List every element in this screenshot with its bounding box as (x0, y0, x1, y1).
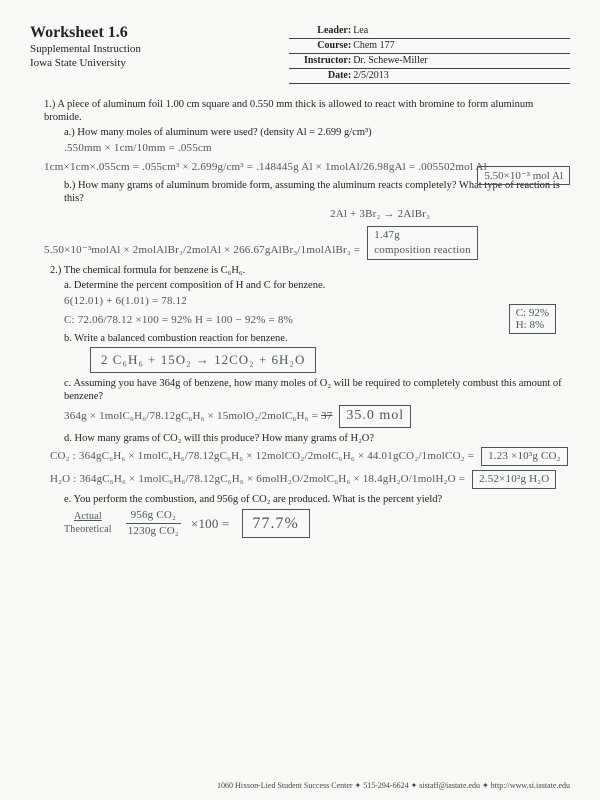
q2d-work1: CO₂ : 364gC₆H₆ × 1molC₆H₆/78.12gC₆H₆ × 1… (50, 447, 570, 466)
q1b-answer-box: 1.47g composition reaction (367, 226, 478, 260)
subtitle-1: Supplemental Instruction (30, 42, 289, 56)
subtitle-2: Iowa State University (30, 56, 289, 70)
q1a-work1: .550mm × 1cm/10mm = .055cm (64, 141, 570, 156)
q2a: a. Determine the percent composition of … (64, 279, 570, 292)
q2e-work: Actual Theoretical 956g CO₂ 1230g CO₂ ×1… (60, 508, 570, 539)
date: 2/5/2013 (353, 69, 570, 83)
q1b-work: 5.50×10⁻³molAl × 2molAlBr₃/2molAl × 266.… (44, 226, 570, 260)
q2d: d. How many grams of CO₂ will this produ… (64, 432, 570, 445)
instructor: Dr. Schewe-Miller (353, 54, 570, 68)
q2e-answer-box: 77.7% (242, 509, 310, 539)
q2d-answer1-box: 1.23 ×10³g CO₂ (481, 447, 568, 466)
footer: 1060 Hixson-Lied Student Success Center … (30, 781, 570, 790)
q2e: e. You perform the combustion, and 956g … (64, 493, 570, 506)
title: Worksheet 1.6 (30, 24, 289, 42)
q2d-work2: H₂O : 364gC₆H₆ × 1molC₆H₆/78.12gC₆H₆ × 6… (50, 470, 570, 489)
q1a: a.) How many moles of aluminum were used… (64, 126, 570, 139)
course-label: Course: (289, 39, 353, 53)
instructor-label: Instructor: (289, 54, 353, 68)
q2a-answer-box: C: 92% H: 8% (509, 304, 556, 334)
q2b-answer-box: 2 C₆H₆ + 15O₂ → 12CO₂ + 6H₂O (90, 347, 316, 373)
q2b: b. Write a balanced combustion reaction … (64, 332, 570, 345)
leader: Lea (353, 24, 570, 38)
q2a-work2: C: 72.06/78.12 ×100 = 92% H = 100 − 92% … (64, 313, 570, 328)
q2c-answer-box: 35.0 mol (339, 405, 411, 428)
worksheet-header: Worksheet 1.6 Supplemental Instruction I… (30, 24, 570, 84)
leader-label: Leader: (289, 24, 353, 38)
date-label: Date: (289, 69, 353, 83)
q1-text: 1.) A piece of aluminum foil 1.00 cm squ… (44, 98, 570, 124)
q2c-work: 364g × 1molC₆H₆/78.12gC₆H₆ × 15molO₂/2mo… (64, 405, 570, 428)
q2d-answer2-box: 2.52×10²g H₂O (472, 470, 556, 489)
q1a-answer-box: 5.50×10⁻³ mol Al (477, 166, 570, 185)
q2a-work1: 6(12.01) + 6(1.01) = 78.12 (64, 294, 570, 309)
q1b-equation: 2Al + 3Br₂ → 2AlBr₃ (330, 207, 570, 222)
course: Chem 177 (353, 39, 570, 53)
q2c: c. Assuming you have 364g of benzene, ho… (64, 377, 570, 403)
q2-text: 2.) The chemical formula for benzene is … (50, 264, 570, 277)
